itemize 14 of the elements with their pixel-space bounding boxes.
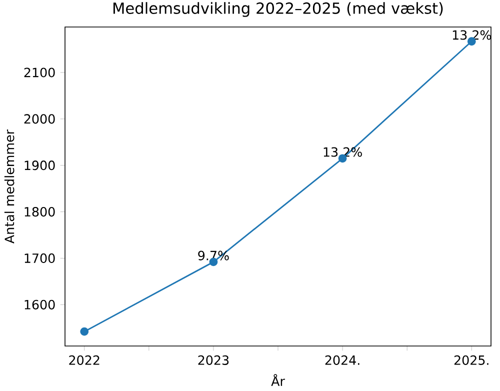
x-tick-label: 2022 (69, 355, 100, 365)
x-axis-title: År (271, 374, 285, 386)
x-tick-label: 2023 (198, 355, 229, 365)
chart-title: Medlemsudvikling 2022–2025 (med vækst) (113, 2, 443, 17)
x-tick-label: 2024. (325, 355, 360, 365)
y-tick-label: 1600 (24, 300, 55, 310)
y-tick-label: 1800 (24, 206, 55, 217)
y-tick-label: 1900 (24, 160, 55, 170)
y-tick-label: 1700 (24, 253, 55, 264)
point (80, 327, 89, 336)
y-axis-title: Antal medlemmer (4, 129, 14, 244)
y-tick-label: 2100 (24, 68, 55, 78)
y-tick-label: 2000 (24, 114, 55, 124)
x-tick-label: 2025. (454, 355, 488, 365)
